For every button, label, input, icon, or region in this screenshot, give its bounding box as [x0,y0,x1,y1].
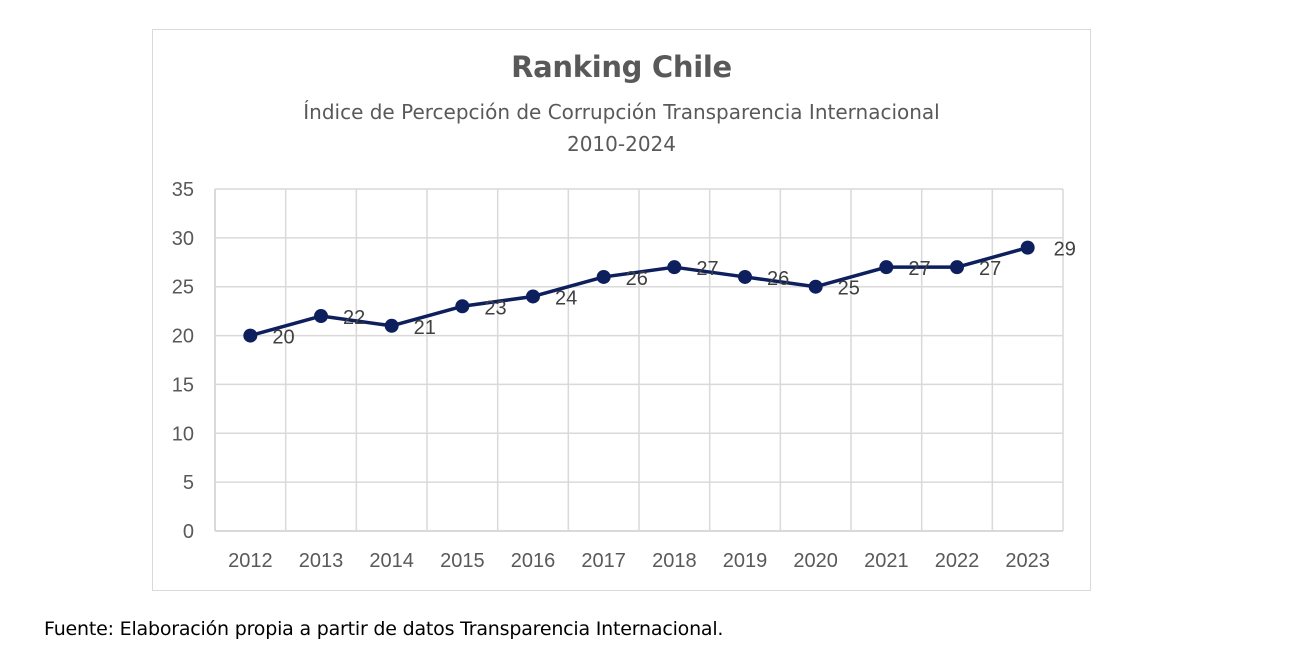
x-axis-ticks: 2012 2013 2014 2015 2016 2017 2018 2019 2020 2021… [228,550,1050,572]
x-tick-label: 2015 [440,550,485,572]
data-label: 23 [484,297,506,319]
data-labels: 20 22 21 23 24 26 27 26 25 27 27 29 [272,239,1076,349]
gridlines [214,188,1064,532]
x-tick-label: 2018 [652,550,697,572]
x-tick-label: 2017 [581,550,626,572]
y-tick-label: 0 [183,521,194,543]
data-point [950,260,964,275]
data-label: 20 [272,327,294,349]
y-tick-label: 15 [172,374,194,396]
data-label: 27 [696,258,718,280]
chart-frame [152,29,1091,591]
data-label: 26 [626,268,648,290]
data-point [808,279,823,294]
data-label: 21 [414,317,436,339]
x-tick-label: 2021 [864,550,909,572]
series-line [249,245,1029,338]
series-ranking-chile [243,240,1035,343]
data-point [526,289,540,304]
data-label: 25 [838,278,860,300]
chart-subtitle: Índice de Percepción de Corrupción Trans… [152,96,1091,160]
x-tick-label: 2019 [723,550,768,572]
y-tick-label: 20 [172,326,194,348]
y-tick-label: 5 [183,472,194,494]
chart-subtitle-line1: Índice de Percepción de Corrupción Trans… [303,100,940,124]
x-tick-label: 2022 [935,550,980,572]
data-label: 22 [343,307,365,329]
data-label: 26 [767,268,789,290]
data-point [738,269,752,284]
data-point [455,299,470,314]
x-tick-label: 2013 [299,550,344,572]
data-point [243,328,258,343]
y-axis-ticks: 0 5 10 15 20 25 30 35 [172,179,194,543]
x-tick-label: 2016 [511,550,556,572]
y-tick-label: 25 [172,277,194,299]
chart-subtitle-line2: 2010-2024 [566,132,676,156]
data-point [384,318,399,333]
data-point [314,309,328,324]
source-note: Fuente: Elaboración propia a partir de d… [44,618,724,640]
data-point [1020,240,1035,255]
data-label: 27 [908,258,930,280]
data-label: 29 [1054,239,1076,261]
x-tick-label: 2023 [1005,550,1050,572]
y-tick-label: 10 [172,423,194,445]
x-tick-label: 2014 [369,550,414,572]
chart-title: Ranking Chile [511,50,732,84]
x-tick-label: 2012 [228,550,273,572]
data-label: 24 [555,287,577,309]
y-tick-label: 30 [172,228,194,250]
data-point [667,260,682,275]
x-tick-label: 2020 [793,550,838,572]
data-point [596,269,611,284]
data-label: 27 [979,258,1001,280]
data-point [879,260,894,275]
y-tick-label: 35 [172,179,194,201]
